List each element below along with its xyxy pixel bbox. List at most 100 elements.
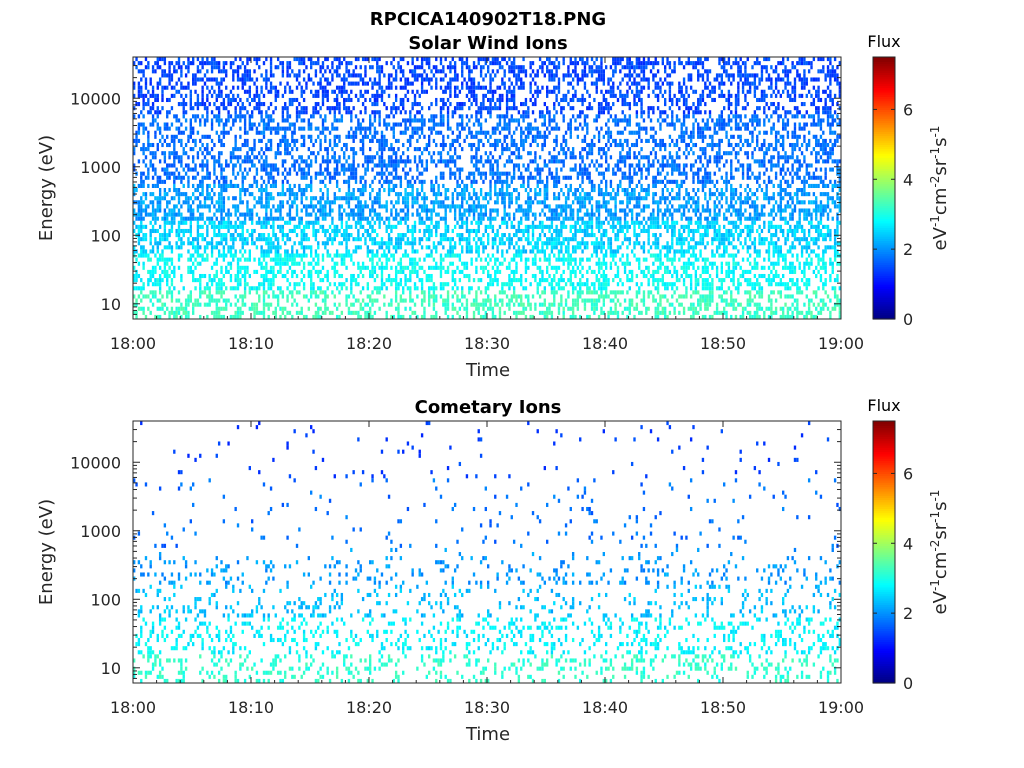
spectrogram-cell	[793, 269, 797, 274]
spectrogram-cell	[371, 241, 374, 246]
spectrogram-cell	[267, 179, 270, 184]
spectrogram-cell	[524, 188, 528, 193]
spectrogram-cell	[208, 175, 211, 180]
spectrogram-cell	[605, 278, 608, 283]
spectrogram-cell	[369, 237, 372, 242]
spectrogram-cell	[220, 286, 223, 291]
spectrogram-cell	[826, 216, 830, 221]
spectrogram-cell	[180, 237, 183, 242]
spectrogram-cell	[685, 204, 688, 209]
spectrogram-cell	[390, 314, 393, 319]
spectrogram-cell	[597, 204, 601, 209]
spectrogram-cell	[361, 306, 365, 311]
spectrogram-cell	[220, 290, 223, 295]
spectrogram-cell	[444, 196, 447, 201]
spectrogram-cell	[168, 233, 171, 238]
spectrogram-cell	[180, 192, 183, 197]
spectrogram-cell	[281, 192, 285, 197]
spectrogram-cell	[758, 224, 761, 229]
spectrogram-cell	[697, 241, 700, 246]
spectrogram-cell	[411, 188, 414, 193]
spectrogram-cell	[142, 265, 145, 270]
spectrogram-cell	[581, 265, 584, 270]
spectrogram-cell	[142, 245, 145, 250]
spectrogram-cell	[727, 265, 731, 270]
spectrogram-cell	[671, 204, 674, 209]
spectrogram-cell	[300, 278, 303, 283]
spectrogram-cell	[425, 204, 428, 209]
spectrogram-cell	[659, 261, 662, 266]
spectrogram-cell	[576, 294, 580, 299]
spectrogram-cell	[324, 204, 327, 209]
spectrogram-cell	[720, 204, 723, 209]
spectrogram-cell	[420, 196, 424, 201]
spectrogram-cell	[284, 241, 287, 246]
spectrogram-cell	[777, 237, 780, 242]
spectrogram-cell	[288, 237, 292, 242]
spectrogram-cell	[543, 257, 546, 262]
spectrogram-cell	[711, 192, 714, 197]
spectrogram-cell	[746, 196, 749, 201]
spectrogram-cell	[666, 224, 669, 229]
spectrogram-cell	[720, 188, 723, 193]
spectrogram-cell	[793, 265, 797, 270]
spectrogram-cell	[373, 241, 377, 246]
spectrogram-cell	[784, 294, 787, 299]
spectrogram-cell	[385, 224, 388, 229]
spectrogram-cell	[494, 192, 497, 197]
spectrogram-cell	[744, 290, 747, 295]
spectrogram-cell	[453, 269, 457, 274]
spectrogram-cell	[628, 192, 631, 197]
spectrogram-cell	[484, 290, 487, 295]
spectrogram-cell	[711, 282, 714, 287]
spectrogram-cell	[699, 224, 702, 229]
spectrogram-cell	[671, 216, 674, 221]
spectrogram-cell	[187, 269, 190, 274]
spectrogram-cell	[687, 192, 690, 197]
spectrogram-cell	[406, 192, 410, 197]
spectrogram-cell	[420, 237, 424, 242]
spectrogram-cell	[779, 183, 782, 188]
spectrogram-cell	[593, 286, 596, 291]
spectrogram-cell	[310, 253, 313, 258]
spectrogram-cell	[708, 286, 712, 291]
spectrogram-cell	[394, 237, 398, 242]
spectrogram-cell	[659, 196, 662, 201]
spectrogram-cell	[503, 241, 506, 246]
spectrogram-cell	[269, 216, 273, 221]
spectrogram-cell	[527, 224, 530, 229]
spectrogram-cell	[449, 249, 452, 254]
spectrogram-cell	[479, 278, 483, 283]
spectrogram-cell	[772, 241, 775, 246]
spectrogram-cell	[177, 290, 181, 295]
spectrogram-cell	[656, 208, 660, 213]
spectrogram-cell	[661, 196, 664, 201]
spectrogram-cell	[253, 179, 256, 184]
spectrogram-cell	[482, 233, 485, 238]
spectrogram-cell	[602, 257, 605, 262]
spectrogram-cell	[593, 310, 596, 315]
spectrogram-cell	[659, 294, 662, 299]
spectrogram-cell	[498, 306, 502, 311]
spectrogram-cell	[189, 290, 192, 295]
spectrogram-cell	[203, 257, 207, 262]
spectrogram-cell	[713, 212, 716, 217]
spectrogram-cell	[605, 192, 608, 197]
spectrogram-cell	[548, 237, 551, 242]
spectrogram-cell	[239, 306, 242, 311]
spectrogram-cell	[546, 257, 549, 262]
spectrogram-cell	[291, 204, 294, 209]
spectrogram-cell	[732, 273, 735, 279]
spectrogram-cell	[711, 216, 714, 221]
spectrogram-cell	[734, 220, 738, 225]
spectrogram-cell	[796, 237, 799, 242]
spectrogram-cell	[404, 216, 407, 221]
spectrogram-cell	[666, 241, 669, 246]
spectrogram-cell	[215, 216, 218, 221]
spectrogram-cell	[812, 183, 816, 188]
spectrogram-cell	[614, 253, 617, 258]
spectrogram-cell	[206, 302, 209, 307]
spectrogram-cell	[451, 306, 454, 311]
spectrogram-cell	[291, 253, 294, 258]
spectrogram-cell	[520, 294, 523, 299]
